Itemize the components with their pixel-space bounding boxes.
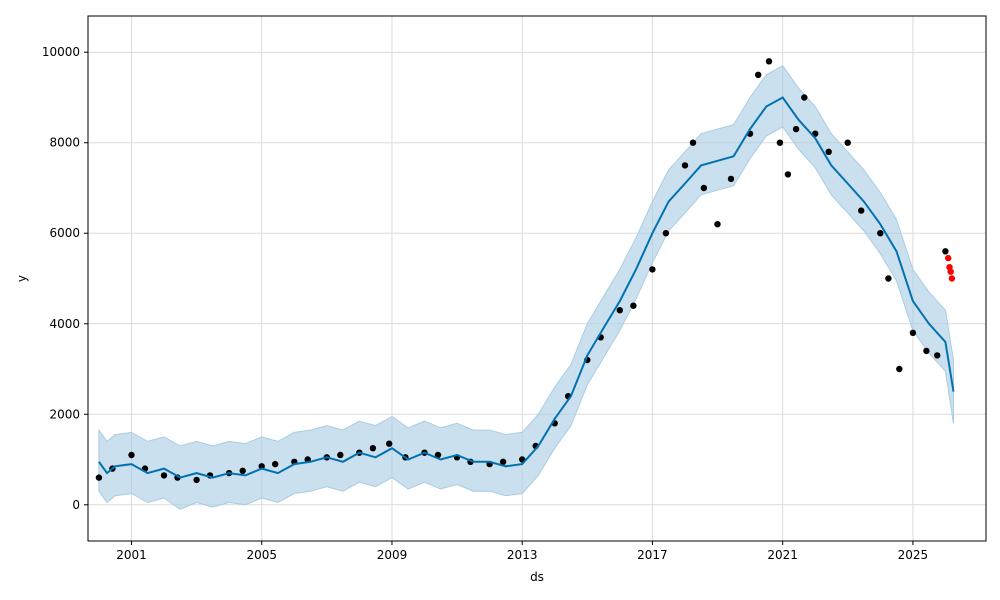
observed-point	[885, 275, 892, 282]
y-tick-label: 6000	[49, 226, 80, 240]
y-axis-ticks: 0 2000 4000 6000 8000 10000	[42, 45, 88, 512]
observed-point	[844, 139, 851, 146]
observed-point	[714, 221, 721, 228]
observed-point	[128, 451, 135, 459]
observed-point	[801, 94, 808, 101]
observed-point	[689, 139, 697, 146]
x-tick-label: 2009	[377, 548, 408, 562]
observed-point	[727, 175, 735, 183]
observed-point	[630, 302, 637, 309]
holdout-point	[947, 268, 954, 275]
observed-point	[239, 467, 246, 474]
y-tick-label: 10000	[42, 45, 80, 59]
observed-point	[160, 472, 168, 479]
observed-point	[934, 352, 941, 359]
holdout-point	[945, 254, 952, 262]
y-tick-label: 2000	[49, 407, 80, 421]
observed-point	[765, 58, 773, 65]
observed-point	[616, 307, 623, 314]
observed-point	[755, 71, 762, 79]
observed-point	[386, 440, 393, 447]
x-tick-label: 2021	[767, 548, 798, 562]
observed-point	[272, 460, 279, 468]
uncertainty-band-area	[98, 65, 954, 510]
observed-point	[649, 266, 656, 273]
observed-point	[662, 230, 670, 237]
x-tick-label: 2017	[637, 548, 668, 562]
x-tick-label: 2025	[898, 548, 929, 562]
observed-point	[858, 207, 865, 214]
x-axis-ticks: 2001 2005 2009 2013 2017 2021 2025	[116, 541, 928, 562]
observed-point	[923, 347, 930, 355]
observed-point	[700, 184, 708, 192]
x-tick-label: 2005	[246, 548, 277, 562]
observed-point	[95, 474, 103, 481]
uncertainty-band	[98, 65, 954, 510]
y-tick-label: 8000	[49, 136, 80, 150]
y-tick-label: 0	[72, 498, 80, 512]
observed-point	[909, 329, 917, 336]
holdout-points	[945, 254, 956, 282]
observed-point	[681, 162, 689, 169]
observed-point	[337, 451, 344, 459]
observed-point	[825, 148, 832, 155]
x-tick-label: 2013	[507, 548, 538, 562]
observed-point	[193, 476, 200, 484]
observed-point	[258, 463, 265, 470]
y-tick-label: 4000	[49, 317, 80, 331]
observed-point	[942, 248, 949, 255]
x-axis-label: ds	[530, 570, 544, 584]
observed-point	[877, 230, 884, 237]
observed-point	[792, 125, 800, 133]
observed-point	[499, 458, 507, 465]
observed-point	[896, 365, 903, 373]
observed-point	[776, 139, 784, 146]
observed-point	[369, 445, 377, 452]
forecast-line	[98, 96, 955, 479]
observed-point	[434, 451, 442, 459]
forecast-yhat-line	[98, 96, 955, 479]
holdout-point	[948, 275, 956, 282]
y-axis-label: y	[15, 275, 29, 282]
plot-frame	[87, 15, 987, 542]
observed-point	[784, 171, 792, 178]
x-tick-label: 2001	[116, 548, 147, 562]
